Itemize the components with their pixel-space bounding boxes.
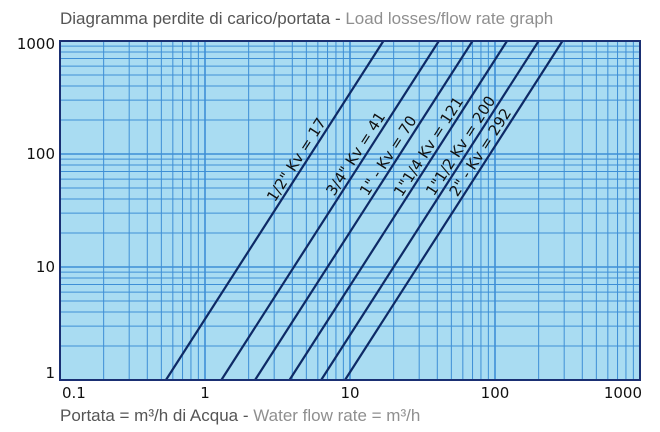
x-tick-label: 1000 xyxy=(604,384,642,402)
x-tick-label: 100 xyxy=(481,384,510,402)
x-axis-caption-italian: Portata = m³/h di Acqua xyxy=(60,406,239,425)
grid-lines xyxy=(60,41,640,380)
y-tick-label: 100 xyxy=(26,145,55,163)
plot-border xyxy=(59,40,641,381)
x-axis-caption-english: Water flow rate = m³/h xyxy=(253,406,421,425)
series-line-3 xyxy=(254,40,474,381)
chart-title-separator: - xyxy=(330,9,346,28)
series-line-4 xyxy=(288,40,508,381)
y-tick-label: 1 xyxy=(45,364,55,382)
series-lines xyxy=(164,40,564,381)
x-axis-caption: Portata = m³/h di Acqua - Water flow rat… xyxy=(60,406,420,426)
x-axis-tick-labels: 0.1 1 10 100 1000 xyxy=(62,384,642,402)
x-tick-label: 0.1 xyxy=(62,384,86,402)
series-line-2 xyxy=(220,40,440,381)
y-tick-label: 1000 xyxy=(17,35,55,53)
chart-title-italian: Diagramma perdite di carico/portata xyxy=(60,9,331,28)
series-line-1 xyxy=(164,40,385,381)
y-axis-tick-labels: 1 10 100 1000 xyxy=(17,35,55,382)
y-tick-label: 10 xyxy=(36,258,55,276)
chart-title: Diagramma perdite di carico/portata - Lo… xyxy=(60,9,553,29)
x-tick-label: 10 xyxy=(340,384,359,402)
series-line-5 xyxy=(320,40,540,381)
chart-title-english: Load losses/flow rate graph xyxy=(345,9,554,28)
series-line-6 xyxy=(344,40,564,381)
x-axis-caption-separator: - xyxy=(238,406,254,425)
x-tick-label: 1 xyxy=(200,384,210,402)
